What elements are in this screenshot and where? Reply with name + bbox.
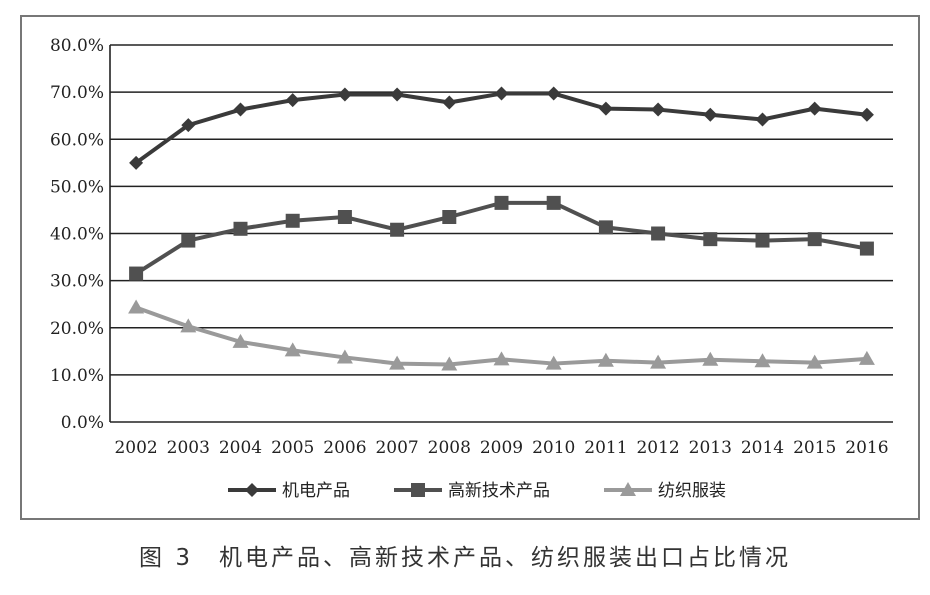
data-point — [651, 226, 666, 241]
data-point — [337, 210, 352, 225]
data-point — [858, 350, 875, 365]
data-point — [181, 233, 196, 248]
legend-marker — [620, 482, 636, 496]
data-point — [546, 195, 561, 210]
data-point — [233, 221, 248, 236]
data-point — [180, 318, 197, 333]
data-point — [389, 355, 406, 370]
data-point — [494, 86, 509, 101]
data-point — [755, 112, 770, 127]
data-point — [442, 210, 457, 225]
data-point — [545, 355, 562, 370]
series-1 — [129, 86, 874, 170]
data-point — [441, 356, 458, 371]
data-point — [807, 232, 822, 247]
data-point — [754, 353, 771, 368]
data-point — [755, 233, 770, 248]
x-axis-ticks: 2002 2003 2004 2005 2006 2007 2008 2009 2010 2011… — [114, 438, 888, 458]
y-tick-label: 80.0% — [50, 36, 104, 56]
data-point — [390, 222, 405, 237]
legend-label: 高新技术产品 — [448, 481, 550, 501]
y-tick-label: 10.0% — [50, 366, 104, 386]
legend-marker — [245, 483, 259, 497]
data-point — [232, 333, 249, 348]
data-point — [493, 351, 510, 366]
data-point — [650, 354, 667, 369]
data-point — [598, 101, 613, 116]
data-point — [285, 93, 300, 108]
series-2 — [129, 195, 874, 281]
data-point — [284, 342, 301, 357]
series — [128, 86, 875, 371]
data-point — [494, 195, 509, 210]
series-3 — [128, 299, 875, 371]
figure-caption: 图 3 机电产品、高新技术产品、纺织服装出口占比情况 — [139, 545, 791, 571]
data-point — [546, 86, 561, 101]
y-tick-label: 60.0% — [50, 130, 104, 150]
y-tick-label: 0.0% — [61, 413, 104, 433]
data-point — [807, 101, 822, 116]
data-point — [859, 107, 874, 122]
y-tick-label: 70.0% — [50, 83, 104, 103]
data-point — [442, 95, 457, 110]
x-tick-label: 2010 — [532, 438, 575, 458]
line-chart: 0.0% 10.0% 20.0% 30.0% 40.0% 50.0% 60.0% 70.0% 8… — [50, 36, 893, 501]
data-point — [129, 155, 144, 170]
data-point — [806, 354, 823, 369]
data-point — [337, 87, 352, 102]
data-point — [181, 118, 196, 133]
data-point — [233, 102, 248, 117]
data-point — [651, 102, 666, 117]
x-tick-label: 2012 — [636, 438, 679, 458]
x-tick-label: 2006 — [323, 438, 366, 458]
data-point — [285, 213, 300, 228]
legend-marker — [411, 483, 425, 497]
data-point — [129, 266, 144, 281]
x-tick-label: 2014 — [741, 438, 784, 458]
x-tick-label: 2005 — [271, 438, 314, 458]
x-tick-label: 2007 — [375, 438, 418, 458]
chart-frame: 0.0% 10.0% 20.0% 30.0% 40.0% 50.0% 60.0% 70.0% 8… — [20, 15, 920, 520]
y-tick-label: 40.0% — [50, 225, 104, 245]
data-point — [336, 349, 353, 364]
x-tick-label: 2011 — [584, 438, 627, 458]
x-tick-label: 2003 — [167, 438, 210, 458]
data-point — [702, 351, 719, 366]
data-point — [703, 107, 718, 122]
legend-label: 纺织服装 — [658, 481, 726, 501]
data-point — [390, 87, 405, 102]
series-line — [134, 91, 868, 165]
x-tick-label: 2002 — [114, 438, 157, 458]
x-tick-label: 2008 — [428, 438, 471, 458]
y-axis-ticks: 0.0% 10.0% 20.0% 30.0% 40.0% 50.0% 60.0% 70.0% 8… — [50, 36, 104, 433]
y-tick-label: 50.0% — [50, 177, 104, 197]
data-point — [859, 241, 874, 256]
legend: 机电产品 高新技术产品 纺织服装 — [228, 481, 726, 501]
y-tick-label: 20.0% — [50, 319, 104, 339]
x-tick-label: 2004 — [219, 438, 262, 458]
x-tick-label: 2013 — [689, 438, 732, 458]
data-point — [597, 352, 614, 367]
x-tick-label: 2015 — [793, 438, 836, 458]
data-point — [703, 232, 718, 247]
data-point — [598, 220, 613, 235]
data-point — [128, 299, 145, 314]
y-tick-label: 30.0% — [50, 272, 104, 292]
x-tick-label: 2009 — [480, 438, 523, 458]
x-tick-label: 2016 — [845, 438, 888, 458]
legend-label: 机电产品 — [282, 481, 350, 501]
